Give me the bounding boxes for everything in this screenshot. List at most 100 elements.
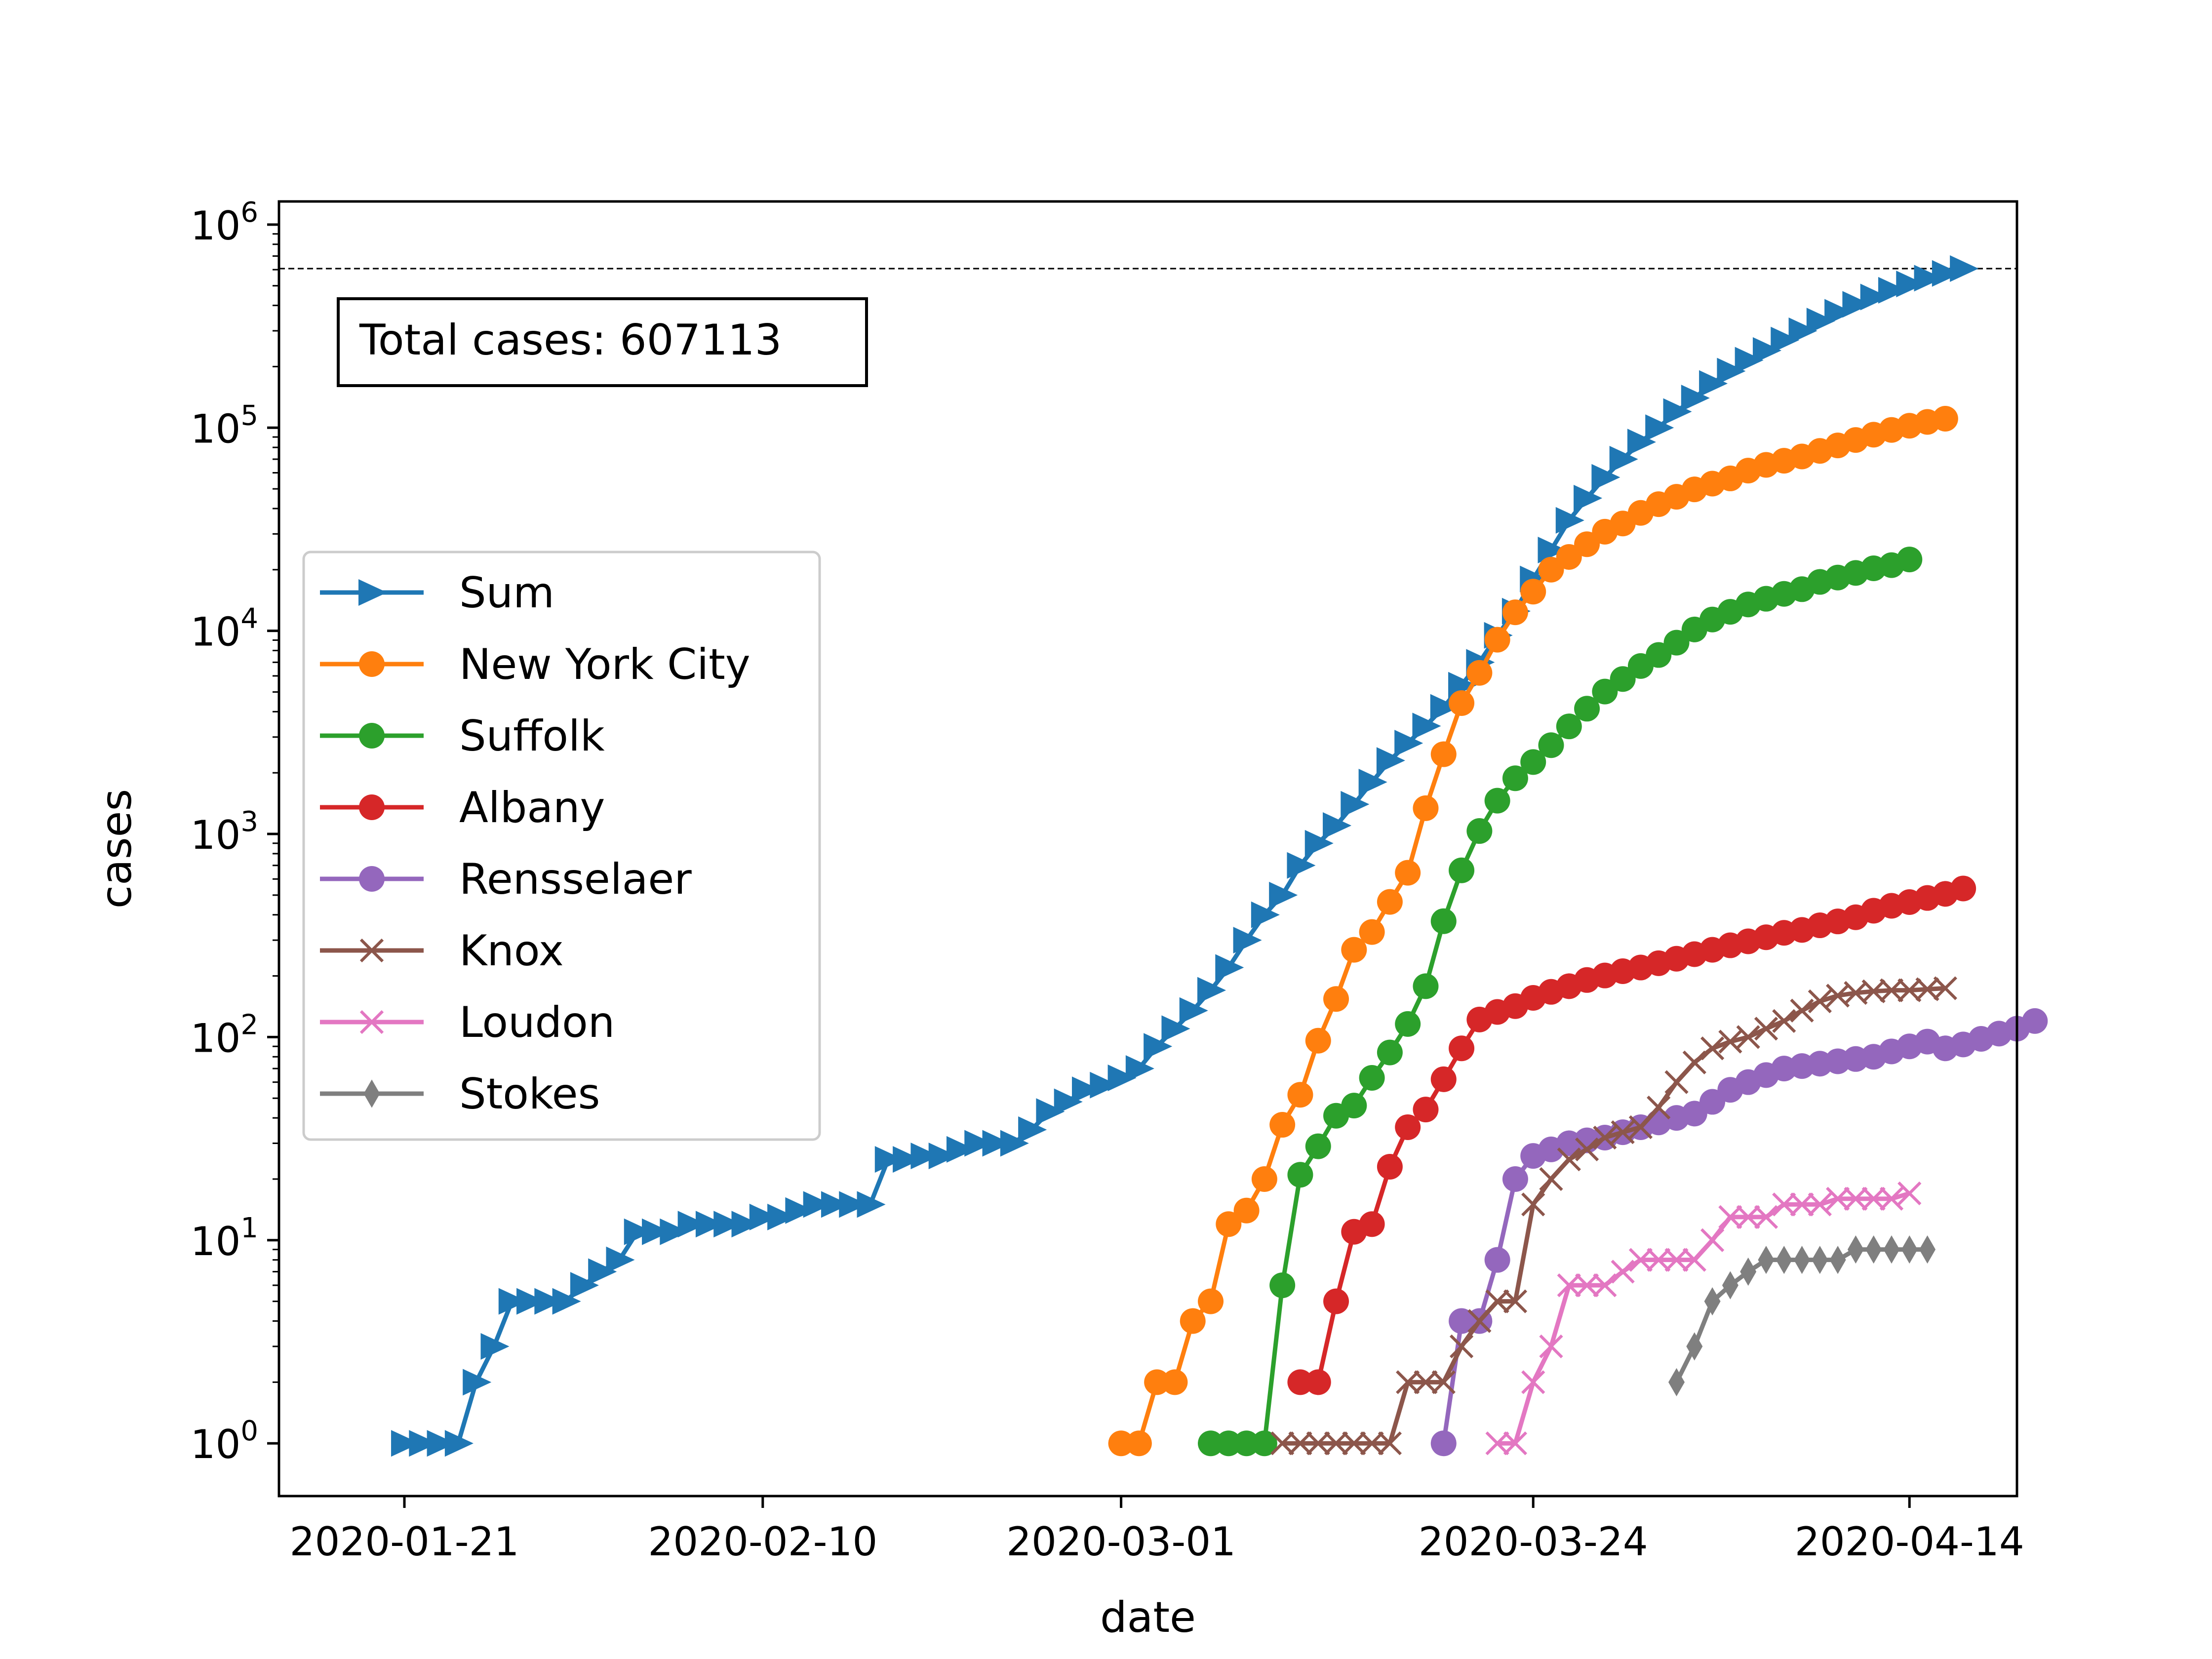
data-point-sum (821, 1191, 850, 1218)
data-point-loudon (1682, 1248, 1706, 1272)
data-point-new-york-city (1556, 544, 1582, 570)
data-point-new-york-city (1233, 1197, 1260, 1224)
data-point-knox (1485, 1289, 1509, 1313)
data-point-sum (1896, 271, 1925, 298)
y-tick-label: 103 (191, 806, 258, 858)
data-point-sum (1574, 484, 1603, 512)
data-point-sum (1358, 769, 1387, 796)
x-tick-label: 2020-03-24 (1419, 1519, 1648, 1565)
legend-item-loudon[interactable]: Loudon (320, 998, 615, 1047)
data-point-loudon (1861, 1186, 1886, 1211)
data-point-albany (1413, 1097, 1439, 1123)
legend-item-albany[interactable]: Albany (320, 783, 605, 832)
data-point-suffolk (1449, 857, 1475, 883)
data-point-sum (463, 1369, 492, 1396)
data-point-sum (1591, 464, 1620, 491)
data-point-suffolk (1359, 1065, 1385, 1091)
data-point-sum (1932, 260, 1961, 287)
legend-item-rensselaer[interactable]: Rensselaer (320, 855, 692, 904)
data-point-sum (444, 1430, 474, 1457)
data-point-knox (1772, 1009, 1796, 1033)
data-point-loudon (1790, 1192, 1814, 1217)
data-point-sum (1842, 291, 1871, 318)
data-point-sum (1125, 1055, 1154, 1082)
data-point-loudon (1664, 1248, 1689, 1272)
data-point-sum (1914, 265, 1943, 292)
data-point-sum (749, 1203, 778, 1230)
data-point-knox (1718, 1029, 1742, 1054)
data-point-knox (1449, 1334, 1474, 1359)
data-point-sum (1233, 927, 1262, 954)
data-point-knox (1879, 978, 1904, 1002)
legend-item-new-york-city[interactable]: New York City (320, 640, 750, 689)
legend-item-knox[interactable]: Knox (320, 926, 564, 976)
data-point-loudon (1772, 1192, 1796, 1217)
legend-item-sum[interactable]: Sum (320, 568, 554, 618)
data-point-suffolk (1305, 1133, 1331, 1159)
data-point-sum (642, 1218, 671, 1245)
data-point-knox (1396, 1370, 1420, 1394)
data-point-sum (534, 1288, 563, 1315)
data-point-new-york-city (1430, 741, 1457, 767)
data-point-sum (1376, 747, 1405, 774)
data-point-loudon (1897, 1181, 1922, 1206)
data-point-knox (1360, 1431, 1384, 1456)
data-point-sum (1412, 712, 1441, 740)
data-point-knox (1575, 1137, 1599, 1161)
data-point-sum (588, 1258, 617, 1285)
x-tick-label: 2020-04-14 (1795, 1519, 2024, 1565)
data-point-suffolk (1646, 642, 1672, 668)
data-point-knox (1378, 1431, 1402, 1456)
data-point-albany (1305, 1369, 1331, 1395)
data-point-sum (570, 1272, 599, 1299)
legend-label: Knox (459, 926, 564, 976)
legend-item-suffolk[interactable]: Suffolk (320, 711, 605, 761)
data-point-sum (1304, 830, 1334, 857)
data-point-sum (695, 1211, 724, 1238)
data-point-knox (1539, 1167, 1563, 1191)
plot-frame (277, 200, 2018, 1498)
axes-layer: 2020-01-21 2020-02-10 2020-03-01 2020-03-24… (191, 197, 2024, 1565)
data-point-sum (1341, 790, 1370, 818)
series-loudon (1485, 1181, 1922, 1456)
data-point-sum (1251, 901, 1280, 928)
data-point-sum (1179, 997, 1208, 1024)
data-point-new-york-city (1574, 531, 1600, 557)
data-point-sum (1699, 370, 1728, 397)
legend-item-stokes[interactable]: Stokes (320, 1069, 600, 1119)
data-point-new-york-city (1377, 889, 1403, 915)
data-point-new-york-city (1144, 1369, 1170, 1395)
data-point-suffolk (1287, 1162, 1313, 1188)
data-point-knox (1467, 1309, 1492, 1333)
data-point-albany (1395, 1114, 1421, 1140)
data-point-sum (1717, 357, 1746, 385)
data-point-suffolk (1502, 765, 1528, 791)
data-point-sum (1860, 283, 1889, 311)
data-point-loudon (1485, 1431, 1509, 1456)
data-point-knox (1754, 1017, 1778, 1041)
data-point-loudon (1754, 1205, 1778, 1229)
data-point-sum (409, 1430, 438, 1457)
legend-marker-swatch (359, 866, 385, 892)
data-point-sum (1269, 881, 1298, 908)
data-point-new-york-city (1198, 1288, 1224, 1314)
data-point-knox (1414, 1370, 1438, 1394)
data-point-loudon (1611, 1260, 1635, 1284)
legend-label: Sum (459, 568, 554, 618)
data-point-sum (1538, 536, 1567, 563)
data-point-rensselaer (1430, 1430, 1457, 1457)
data-point-stokes (1704, 1287, 1721, 1316)
data-point-knox (1431, 1370, 1456, 1394)
data-point-new-york-city (1269, 1112, 1296, 1138)
data-point-albany (1323, 1288, 1349, 1314)
data-point-albany (1449, 1035, 1475, 1062)
data-point-knox (1306, 1431, 1330, 1456)
legend[interactable]: Sum New York City Suffolk Albany Rensselaer K… (302, 551, 821, 1141)
data-point-suffolk (1484, 788, 1510, 814)
data-point-albany (1430, 1066, 1457, 1092)
legend-marker-swatch (359, 794, 385, 820)
data-point-loudon (1628, 1248, 1653, 1272)
data-point-sum (1054, 1088, 1083, 1115)
data-point-sum (1430, 694, 1459, 721)
legend-marker-swatch (359, 651, 385, 677)
